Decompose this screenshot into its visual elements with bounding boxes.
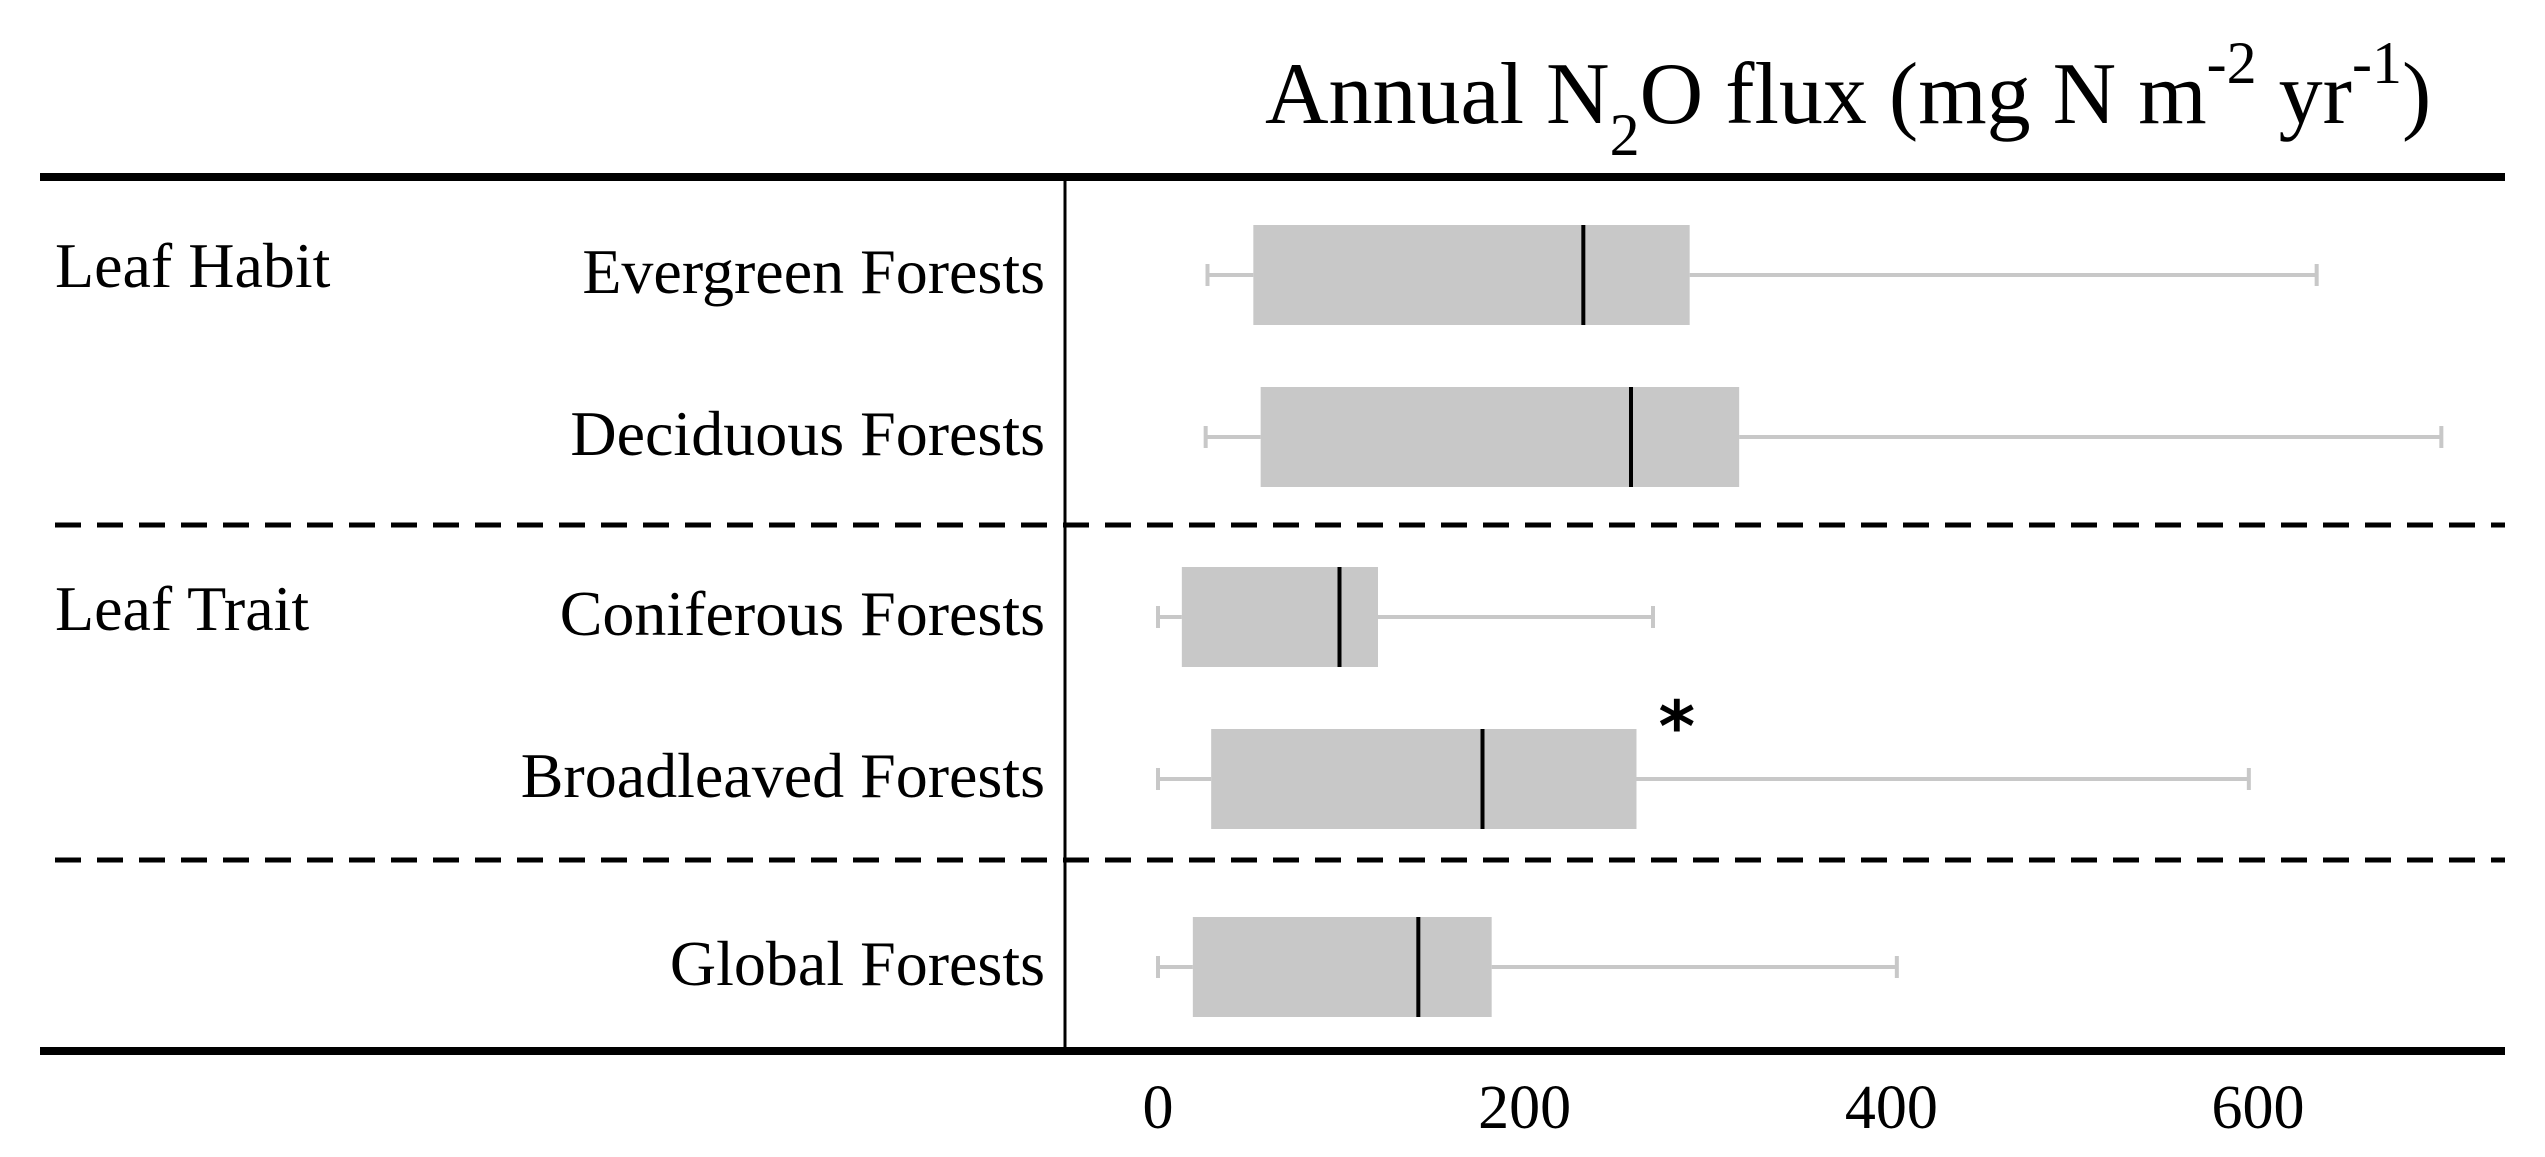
box-group-0 <box>1205 225 2319 325</box>
title-superscript-2: -1 <box>2352 30 2402 96</box>
category-label-deciduous: Deciduous Forests <box>570 398 1045 469</box>
title-middle-2: yr <box>2257 46 2352 143</box>
boxes-layer: * <box>1156 225 2444 1017</box>
title-suffix: ) <box>2402 46 2431 143</box>
category-label-broadleaved: Broadleaved Forests <box>521 740 1045 811</box>
x-tick-label-1: 200 <box>1478 1074 1571 1142</box>
category-label-coniferous: Coniferous Forests <box>560 578 1045 649</box>
iqr-box-1 <box>1260 387 1740 487</box>
chart-title: Annual N2O flux (mg N m-2 yr-1) <box>1265 30 2431 168</box>
category-label-evergreen: Evergreen Forests <box>582 236 1045 307</box>
x-axis-ticks: 0 200 400 600 <box>1143 1074 2305 1142</box>
box-group-1 <box>1203 387 2444 487</box>
title-middle: O flux (mg N m <box>1640 46 2207 143</box>
iqr-box-2 <box>1181 567 1378 667</box>
iqr-box-3 <box>1211 729 1637 829</box>
group-label-leaf-trait: Leaf Trait <box>55 573 309 644</box>
x-tick-label-2: 400 <box>1845 1074 1938 1142</box>
title-superscript-1: -2 <box>2207 30 2257 96</box>
group-label-leaf-habit: Leaf Habit <box>55 230 331 301</box>
box-group-4 <box>1156 917 1899 1017</box>
x-tick-label-3: 600 <box>2212 1074 2305 1142</box>
box-group-3: * <box>1156 686 2251 829</box>
x-tick-label-0: 0 <box>1143 1074 1174 1142</box>
significance-marker-3: * <box>1659 686 1696 768</box>
iqr-box-0 <box>1253 225 1690 325</box>
category-label-global: Global Forests <box>670 928 1045 999</box>
title-prefix: Annual N <box>1265 46 1610 143</box>
title-subscript: 2 <box>1610 102 1640 168</box>
iqr-box-4 <box>1192 917 1492 1017</box>
box-group-2 <box>1156 567 1655 667</box>
